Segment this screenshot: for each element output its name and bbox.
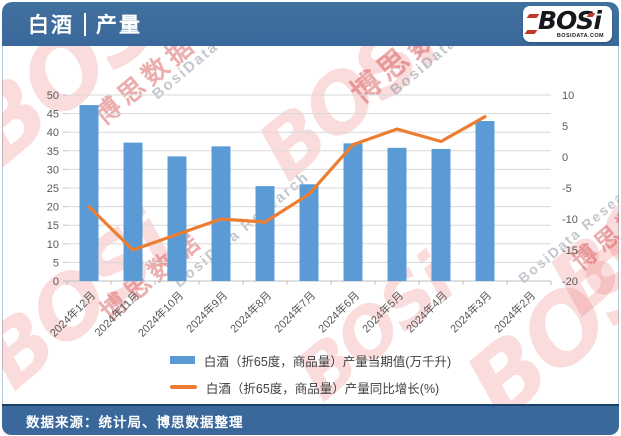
growth-line [87, 115, 487, 252]
right-axis-tick-label: -5 [562, 183, 572, 195]
title-divider [84, 12, 86, 36]
chart-legend: 白酒（折65度，商品量）产量当期值(万千升) 白酒（折65度，商品量）产量同比增… [3, 348, 618, 399]
left-axis-tick-label: 15 [47, 220, 59, 232]
left-axis-tick-label: 50 [47, 90, 59, 102]
x-axis-label: 2024年12月 [47, 288, 98, 339]
title-secondary: 产量 [96, 14, 142, 37]
left-axis-tick-label: 20 [47, 202, 59, 214]
bar [167, 156, 187, 281]
x-axis-label: 2024年11月 [91, 288, 142, 339]
legend-rows: 白酒（折65度，商品量）产量当期值(万千升) 白酒（折65度，商品量）产量同比增… [169, 348, 452, 399]
logo-domain: BOSIDATA.COM [556, 33, 604, 39]
x-axis-label: 2024年9月 [183, 288, 230, 335]
bar [431, 148, 451, 281]
page-title: 白酒 产量 [28, 9, 142, 39]
bar [475, 121, 495, 281]
bar [123, 142, 143, 281]
logo-wordmark: BOSi [538, 6, 602, 35]
left-axis-tick-label: 0 [53, 276, 59, 288]
right-axis-tick-label: 0 [562, 152, 568, 164]
bar [299, 184, 319, 281]
bar [211, 146, 231, 281]
bar [255, 186, 275, 281]
legend-item-bars: 白酒（折65度，商品量）产量当期值(万千升) [169, 348, 452, 372]
data-source-text: 数据来源：统计局、博思数据整理 [26, 414, 244, 430]
left-axis-tick-label: 5 [53, 257, 59, 269]
right-axis-tick-label: -20 [562, 276, 578, 288]
logo-stripe-icon [524, 30, 538, 34]
line-series-label: 白酒（折65度，商品量）产量同比增长(%) [205, 381, 440, 396]
left-axis-tick-label: 10 [47, 239, 59, 251]
right-axis-tick-label: 5 [562, 121, 568, 133]
x-axis-label: 2024年3月 [447, 288, 494, 335]
bar [343, 143, 363, 281]
left-axis-tick-label: 25 [47, 183, 59, 195]
header: 白酒 产量 BOSi BOSIDATA.COM [2, 2, 619, 46]
x-axis-label: 2024年6月 [315, 288, 362, 335]
legend-item-line: 白酒（折65度，商品量）产量同比增长(%) [169, 375, 451, 399]
x-axis-label: 2024年2月 [491, 288, 538, 335]
left-axis-tick-label: 40 [47, 127, 59, 139]
x-axis-label: 2024年4月 [403, 288, 450, 335]
left-axis-tick-label: 30 [47, 164, 59, 176]
bar [79, 105, 99, 281]
right-axis-tick-label: -15 [562, 245, 578, 257]
footer: 数据来源：统计局、博思数据整理 [2, 404, 619, 435]
bar-series-swatch [169, 356, 195, 364]
bar-series-label: 白酒（折65度，商品量）产量当期值(万千升) [203, 354, 452, 369]
bar [387, 147, 407, 281]
x-axis-label: 2024年10月 [135, 288, 186, 339]
x-axis-label: 2024年5月 [359, 288, 406, 335]
right-axis-tick-label: 10 [562, 90, 574, 102]
bosi-logo: BOSi BOSIDATA.COM [523, 6, 612, 42]
left-axis-tick-label: 45 [47, 109, 59, 121]
x-axis-label: 2024年8月 [227, 288, 274, 335]
x-axis-label: 2024年7月 [271, 288, 318, 335]
left-axis-tick-label: 35 [47, 146, 59, 158]
line-series-swatch [169, 385, 197, 389]
right-axis-tick-label: -10 [562, 214, 578, 226]
title-primary: 白酒 [28, 14, 74, 37]
